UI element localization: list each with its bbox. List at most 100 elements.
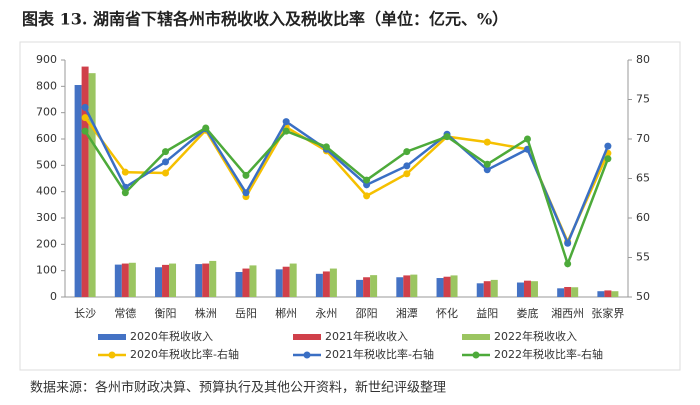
line-marker bbox=[81, 103, 89, 111]
y-tick-label: 500 bbox=[36, 158, 57, 171]
line-marker bbox=[403, 148, 411, 156]
y-tick-label: 400 bbox=[36, 185, 57, 198]
legend-swatch bbox=[462, 334, 490, 340]
y2-tick-label: 50 bbox=[636, 290, 650, 303]
bar bbox=[195, 264, 203, 297]
bar bbox=[604, 290, 612, 297]
y-tick-label: 900 bbox=[36, 53, 57, 66]
y-tick-label: 700 bbox=[36, 106, 57, 119]
x-tick-label: 湘潭 bbox=[396, 306, 418, 320]
source-note: 数据来源：各州市财政决算、预算执行及其他公开资料，新世纪评级整理 bbox=[30, 380, 446, 396]
legend-swatch bbox=[108, 351, 116, 359]
line-marker bbox=[443, 133, 451, 141]
bar bbox=[443, 276, 451, 297]
line-marker bbox=[604, 155, 612, 163]
bar bbox=[363, 277, 371, 297]
y2-tick-label: 80 bbox=[636, 53, 650, 66]
line-marker bbox=[483, 138, 491, 146]
y2-tick-label: 75 bbox=[636, 93, 650, 106]
bar bbox=[289, 263, 297, 297]
line-marker bbox=[403, 170, 411, 178]
chart-title: 图表 13. 湖南省下辖各州市税收收入及税收比率（单位：亿元、%） bbox=[22, 10, 508, 29]
line-marker bbox=[202, 124, 210, 132]
x-tick-label: 永州 bbox=[315, 306, 337, 320]
line-marker bbox=[363, 192, 371, 200]
line-marker bbox=[121, 168, 129, 176]
y-tick-label: 200 bbox=[36, 237, 57, 250]
y-tick-label: 800 bbox=[36, 79, 57, 92]
bar bbox=[410, 274, 418, 297]
line-marker bbox=[282, 127, 290, 135]
line-marker bbox=[121, 189, 129, 197]
bar bbox=[322, 271, 330, 297]
legend-label: 2020年税收收入 bbox=[130, 329, 213, 343]
bar bbox=[282, 266, 290, 297]
bar bbox=[74, 85, 82, 298]
line-marker bbox=[162, 169, 170, 177]
bar bbox=[571, 287, 579, 297]
x-tick-label: 郴州 bbox=[275, 306, 297, 320]
legend-label: 2021年税收比率-右轴 bbox=[325, 347, 434, 361]
line-marker bbox=[564, 239, 572, 247]
bar bbox=[476, 283, 484, 297]
bar bbox=[88, 73, 96, 298]
bar bbox=[483, 281, 491, 297]
bar bbox=[490, 279, 498, 297]
y2-tick-label: 70 bbox=[636, 132, 650, 145]
bar bbox=[169, 263, 177, 297]
bar bbox=[557, 288, 565, 297]
x-tick-label: 株洲 bbox=[195, 306, 217, 320]
y-tick-label: 300 bbox=[36, 211, 57, 224]
line-marker bbox=[403, 162, 411, 170]
legend-swatch bbox=[472, 351, 480, 359]
line bbox=[83, 106, 610, 247]
bar bbox=[329, 268, 337, 297]
line-marker bbox=[81, 114, 89, 122]
line-marker bbox=[363, 176, 371, 184]
bar bbox=[121, 263, 129, 297]
x-tick-label: 湘西州 bbox=[551, 306, 584, 320]
bar bbox=[436, 278, 444, 297]
line-marker bbox=[162, 148, 170, 156]
bar bbox=[249, 265, 257, 297]
line-marker bbox=[322, 143, 330, 151]
bar bbox=[209, 260, 217, 297]
y-tick-label: 0 bbox=[50, 290, 57, 303]
line-marker bbox=[242, 171, 250, 179]
x-tick-label: 长沙 bbox=[74, 307, 96, 320]
legend-swatch bbox=[303, 351, 311, 359]
line-marker bbox=[81, 127, 89, 135]
bar bbox=[356, 279, 364, 297]
line-marker bbox=[483, 166, 491, 174]
bar bbox=[370, 275, 378, 297]
bar bbox=[275, 269, 283, 297]
line-marker bbox=[523, 135, 531, 143]
line-marker bbox=[162, 158, 170, 166]
x-tick-label: 张家界 bbox=[591, 306, 624, 320]
bar bbox=[315, 273, 323, 297]
bar bbox=[162, 264, 170, 297]
y2-tick-label: 55 bbox=[636, 251, 650, 264]
line-marker bbox=[282, 118, 290, 126]
legend-label: 2022年税收收入 bbox=[494, 329, 577, 343]
bar bbox=[523, 280, 531, 297]
y-tick-label: 600 bbox=[36, 132, 57, 145]
line-marker bbox=[604, 142, 612, 150]
bar bbox=[235, 271, 243, 297]
bar bbox=[81, 66, 89, 297]
line bbox=[84, 126, 610, 268]
bar bbox=[242, 268, 250, 297]
legend-label: 2020年税收比率-右轴 bbox=[130, 347, 239, 361]
line-marker bbox=[564, 260, 572, 268]
bar bbox=[597, 291, 605, 297]
x-tick-label: 益阳 bbox=[476, 306, 498, 320]
x-tick-label: 衡阳 bbox=[155, 307, 177, 320]
x-tick-label: 常德 bbox=[114, 306, 136, 320]
bar bbox=[516, 282, 524, 297]
line-marker bbox=[483, 160, 491, 168]
bar bbox=[450, 275, 458, 297]
bar bbox=[396, 277, 404, 297]
bar bbox=[564, 286, 572, 297]
line-marker bbox=[242, 189, 250, 197]
